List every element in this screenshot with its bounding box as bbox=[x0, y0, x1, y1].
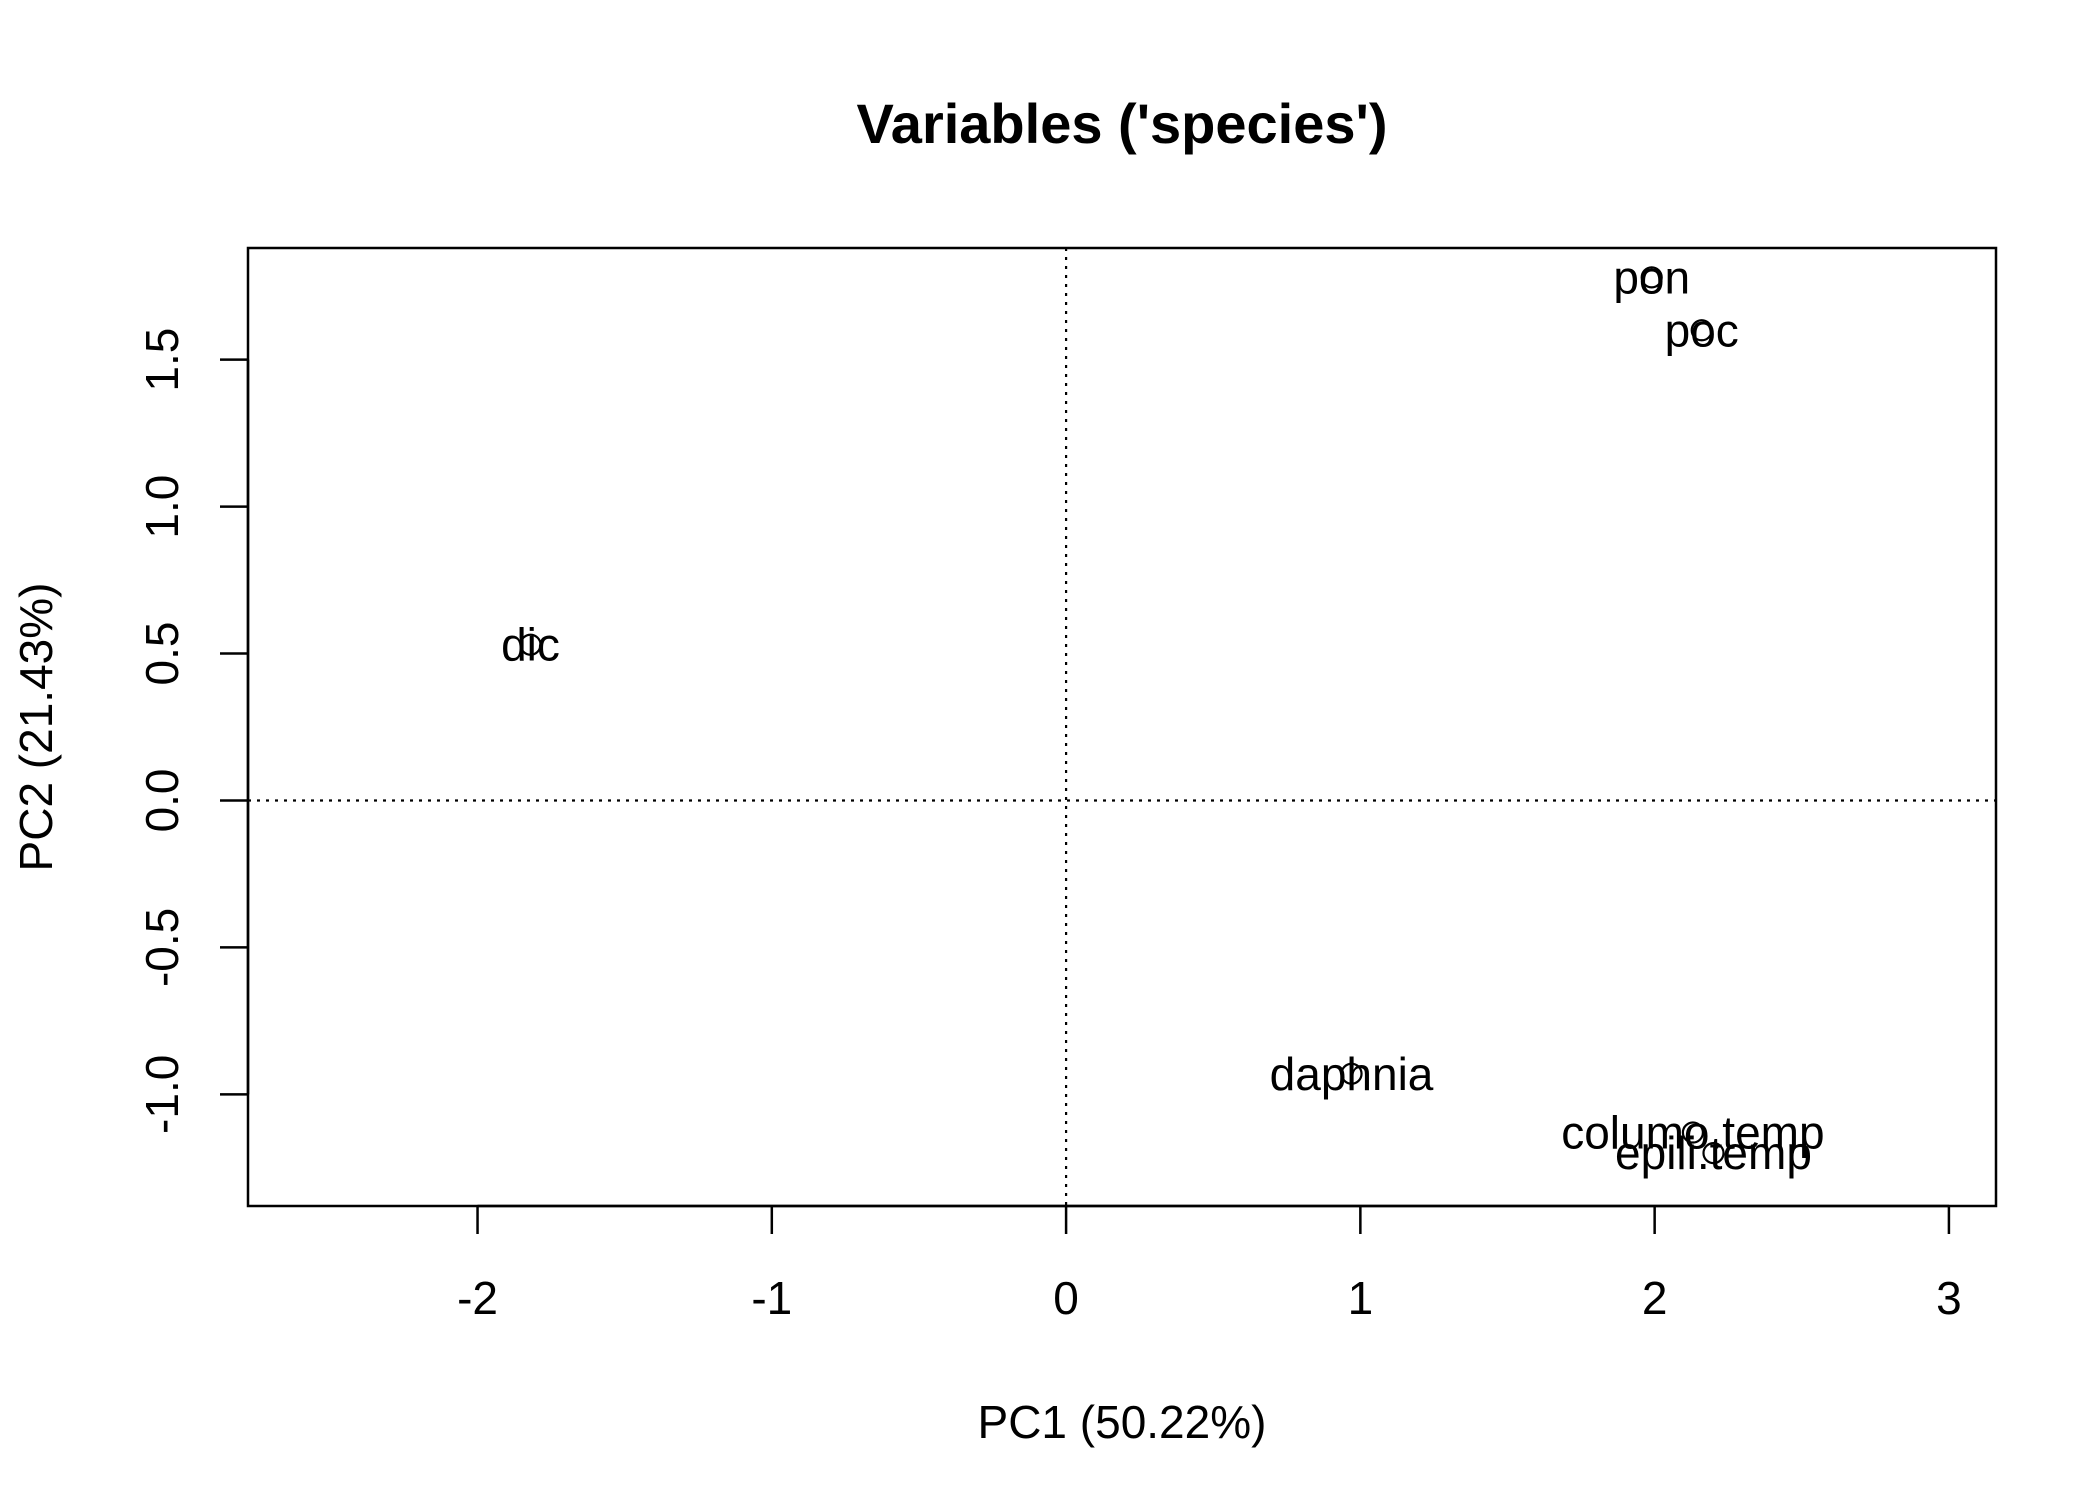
point-label: pon bbox=[1613, 251, 1690, 303]
y-axis-label: PC2 (21.43%) bbox=[10, 583, 62, 872]
y-tick-label: -1.0 bbox=[136, 1055, 188, 1134]
x-tick-label: 1 bbox=[1348, 1272, 1374, 1324]
x-tick-label: 3 bbox=[1936, 1272, 1962, 1324]
chart-title: Variables ('species') bbox=[857, 92, 1388, 155]
point-label: dic bbox=[501, 619, 560, 671]
y-tick-label: 0.5 bbox=[136, 622, 188, 686]
reference-lines bbox=[248, 248, 1996, 1206]
y-tick-label: 1.0 bbox=[136, 475, 188, 539]
x-tick-label: -2 bbox=[457, 1272, 498, 1324]
point-label: poc bbox=[1665, 304, 1739, 356]
y-tick-label: 0.0 bbox=[136, 768, 188, 832]
y-axis: -1.0 -0.5 0.0 0.5 1.0 1.5 bbox=[136, 328, 248, 1134]
x-tick-label: 0 bbox=[1053, 1272, 1079, 1324]
x-axis-label: PC1 (50.22%) bbox=[978, 1396, 1267, 1448]
y-tick-label: 1.5 bbox=[136, 328, 188, 392]
point-label: daphnia bbox=[1270, 1048, 1434, 1100]
x-axis: -2 -1 0 1 2 3 bbox=[457, 1206, 1962, 1324]
point-label: epili.temp bbox=[1615, 1127, 1812, 1179]
x-tick-label: -1 bbox=[751, 1272, 792, 1324]
y-tick-label: -0.5 bbox=[136, 908, 188, 987]
x-tick-label: 2 bbox=[1642, 1272, 1668, 1324]
plot-frame bbox=[248, 248, 1996, 1206]
data-points bbox=[521, 267, 1724, 1163]
